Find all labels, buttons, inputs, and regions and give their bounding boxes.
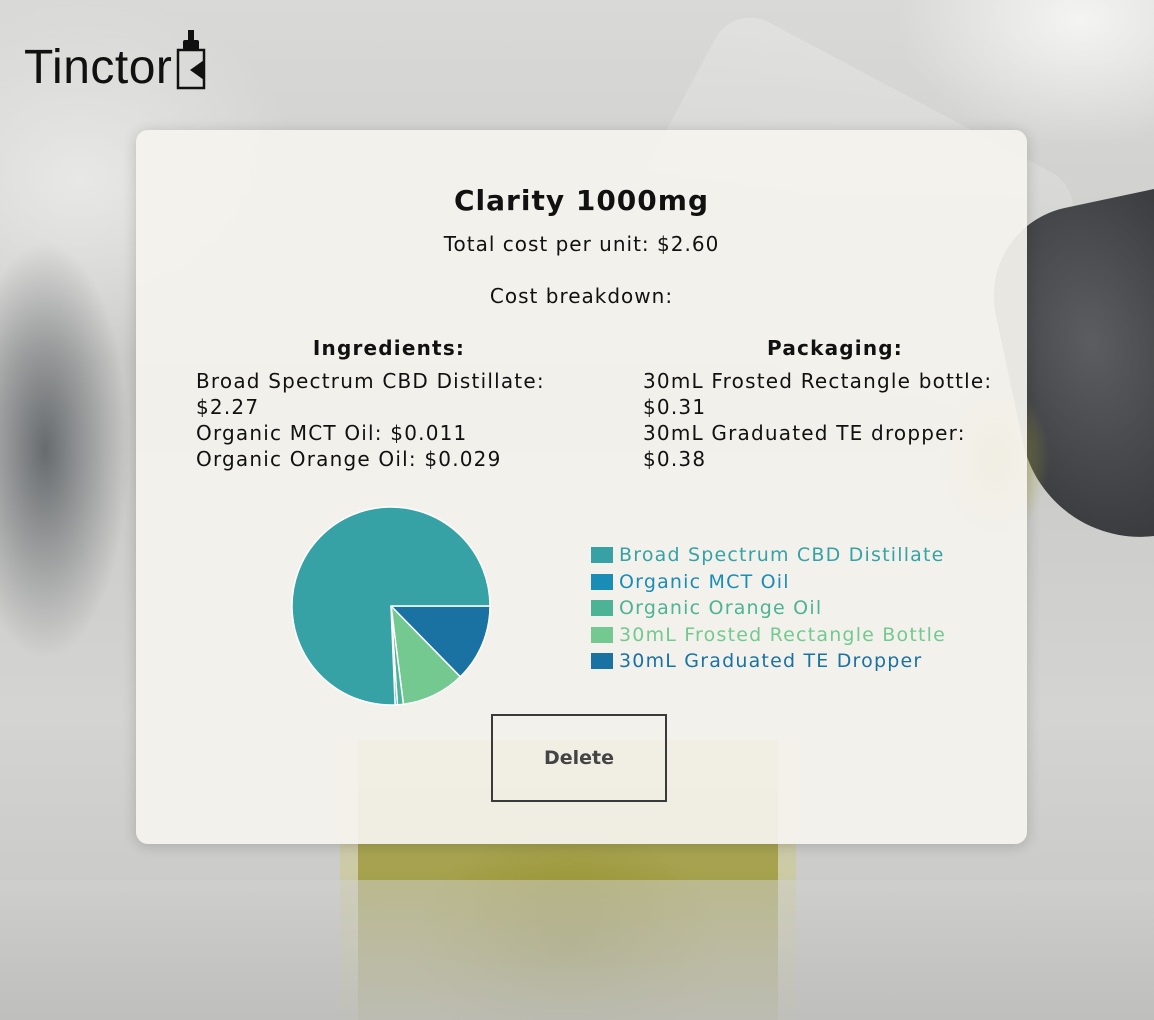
pie-slice-30ml-graduated-te-dropper (389, 605, 491, 678)
cost-breakdown-label: Cost breakdown: (489, 284, 674, 308)
product-title: Clarity 1000mg (454, 184, 709, 217)
packaging-heading: Packaging: (767, 336, 903, 360)
legend-swatch (591, 573, 613, 590)
cost-pie-chart (291, 506, 491, 706)
legend-label: 30mL Frosted Rectangle Bottle (619, 623, 947, 646)
ingredient-line: $2.27 (196, 395, 260, 419)
legend-label: 30mL Graduated TE Dropper (619, 650, 923, 673)
ingredient-line: Organic MCT Oil: $0.011 (196, 421, 468, 445)
ingredients-heading: Ingredients: (312, 336, 466, 360)
ingredient-line: Organic Orange Oil: $0.029 (196, 447, 502, 471)
packaging-line: 30mL Graduated TE dropper: (643, 421, 966, 445)
packaging-section: Packaging: 30mL Frosted Rectangle bottle… (643, 336, 1027, 472)
dropper-bottle-icon (177, 30, 206, 90)
legend-swatch (591, 626, 613, 643)
product-card: Clarity 1000mg Total cost per unit: $2.6… (136, 130, 1027, 844)
legend-item: Broad Spectrum CBD Distillate (591, 542, 946, 569)
legend-swatch (591, 600, 613, 617)
legend-label: Organic Orange Oil (619, 597, 823, 620)
packaging-line: $0.31 (643, 395, 707, 419)
packaging-line: $0.38 (643, 447, 707, 471)
pie-slice-broad-spectrum-cbd-distillate (291, 506, 491, 706)
legend-label: Broad Spectrum CBD Distillate (619, 544, 945, 567)
ingredients-section: Ingredients: Broad Spectrum CBD Distilla… (196, 336, 586, 472)
chart-legend: Broad Spectrum CBD Distillate Organic MCT… (591, 542, 946, 675)
legend-item: 30mL Graduated TE Dropper (591, 648, 946, 675)
legend-swatch (591, 547, 613, 564)
legend-item: Organic MCT Oil (591, 569, 946, 596)
legend-item: 30mL Frosted Rectangle Bottle (591, 622, 946, 649)
legend-item: Organic Orange Oil (591, 595, 946, 622)
total-cost: Total cost per unit: $2.60 (443, 232, 720, 256)
brand-name: Tinctor (24, 41, 173, 94)
ingredient-line: Broad Spectrum CBD Distillate: (196, 369, 545, 393)
legend-label: Organic MCT Oil (619, 570, 790, 593)
packaging-line: 30mL Frosted Rectangle bottle: (643, 369, 993, 393)
brand-logo[interactable]: Tinctor (24, 28, 208, 92)
delete-button[interactable]: Delete (491, 714, 667, 802)
legend-swatch (591, 653, 613, 670)
